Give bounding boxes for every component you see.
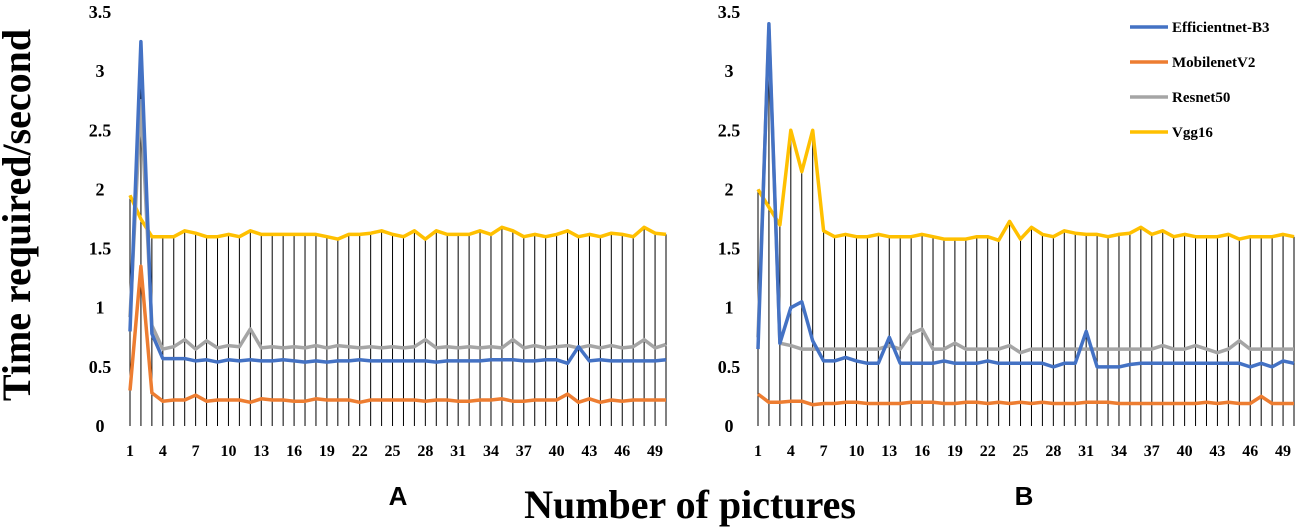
panel-label-a: A	[389, 481, 408, 511]
x-tick-label: 1	[126, 443, 134, 460]
x-tick-label: 19	[319, 443, 335, 460]
x-tick-label: 16	[914, 443, 930, 460]
chart-panel-a: 0 0.5 1 1.5 2 2.5 3 3.5 1 4 7 10 13 16 19 22 25 28 31 34 37 4…	[89, 2, 667, 460]
x-tick-label: 43	[581, 443, 597, 460]
y-tick-label: 2.5	[89, 120, 112, 140]
x-tick-label: 28	[417, 443, 433, 460]
x-tick-label: 31	[1078, 443, 1094, 460]
legend: Efficientnet-B3 MobilenetV2 Resnet50 Vgg16	[1130, 20, 1269, 141]
x-tick-label: 49	[647, 443, 663, 460]
x-tick-label: 40	[1177, 443, 1193, 460]
x-tick-label: 22	[352, 443, 368, 460]
x-tick-label: 19	[947, 443, 963, 460]
series-line-mobilenetv2	[128, 264, 666, 405]
y-tick-label: 3	[96, 61, 105, 81]
legend-entry: Efficientnet-B3	[1172, 20, 1269, 36]
y-tick-label: 1	[96, 298, 105, 318]
x-tick-label: 22	[980, 443, 996, 460]
x-tick-label: 10	[848, 443, 864, 460]
series-line-resnet50	[756, 27, 1294, 355]
x-tick-label: 43	[1209, 443, 1225, 460]
x-tick-label: 37	[516, 443, 532, 460]
x-tick-label: 10	[220, 443, 236, 460]
y-axis-label: Time required/second	[0, 29, 39, 401]
legend-entry: Vgg16	[1172, 125, 1213, 141]
y-tick-label: 0	[725, 416, 734, 436]
series-line-vgg16	[756, 128, 1295, 243]
x-tick-label: 46	[614, 443, 630, 460]
x-tick-label: 4	[159, 443, 167, 460]
y-tick-label: 2	[725, 179, 734, 199]
x-tick-label: 28	[1045, 443, 1061, 460]
series-line-efficientnet-b3	[128, 39, 667, 366]
x-tick-label: 34	[483, 443, 499, 460]
x-tick-label: 16	[286, 443, 302, 460]
x-tick-label: 1	[754, 443, 762, 460]
x-tick-label: 13	[881, 443, 897, 460]
x-tick-label: 4	[787, 443, 795, 460]
x-tick-label: 34	[1111, 443, 1127, 460]
legend-entry: MobilenetV2	[1172, 55, 1255, 71]
y-tick-label: 1.5	[89, 239, 112, 259]
x-tick-label: 37	[1144, 443, 1160, 460]
y-tick-label: 1	[725, 298, 734, 318]
y-tick-label: 3.5	[89, 2, 112, 22]
series-line-vgg16	[128, 194, 667, 241]
y-tick-label: 0.5	[718, 357, 741, 377]
y-tick-label: 0	[96, 416, 105, 436]
y-tick-label: 1.5	[718, 239, 741, 259]
x-tick-label: 7	[820, 443, 828, 460]
x-tick-label: 49	[1275, 443, 1291, 460]
y-tick-label: 0.5	[89, 357, 112, 377]
x-tick-label: 31	[450, 443, 466, 460]
y-tick-label: 2	[96, 179, 105, 199]
y-tick-label: 2.5	[718, 120, 741, 140]
series-line-resnet50	[128, 98, 667, 351]
x-axis-label: Number of pictures	[524, 482, 856, 527]
legend-entry: Resnet50	[1172, 90, 1230, 106]
panel-label-b: B	[1015, 481, 1034, 511]
y-tick-label: 3.5	[718, 2, 741, 22]
x-tick-label: 40	[549, 443, 565, 460]
x-tick-label: 25	[385, 443, 401, 460]
series-line-efficientnet-b3	[756, 22, 1295, 369]
x-tick-label: 46	[1242, 443, 1258, 460]
y-tick-label: 3	[725, 61, 734, 81]
x-tick-label: 25	[1013, 443, 1029, 460]
chart-panel-b: 0 0.5 1 1.5 2 2.5 3 3.5 1 4 7 10 13 16 19 22 25 28 31 34 37 4…	[718, 2, 1295, 460]
x-tick-label: 7	[192, 443, 200, 460]
x-tick-label: 13	[253, 443, 269, 460]
series-line-mobilenetv2	[756, 392, 1294, 407]
